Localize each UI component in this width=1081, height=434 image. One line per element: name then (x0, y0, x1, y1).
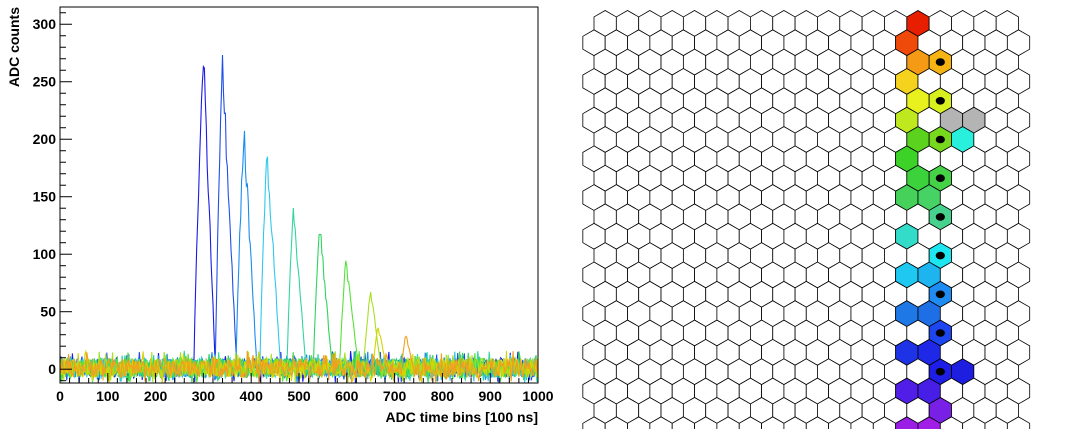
x-tick-label: 900 (479, 388, 503, 404)
hit-marker (935, 58, 945, 66)
hit-marker (935, 135, 945, 144)
y-tick-label: 250 (33, 74, 57, 90)
waveform-series-10 (59, 335, 539, 383)
y-tick-label: 100 (33, 246, 57, 262)
waveform-series-1 (59, 65, 539, 383)
y-axis-label: ADC counts (6, 7, 22, 87)
y-tick-label: 200 (33, 131, 57, 147)
x-tick-label: 1000 (522, 388, 553, 404)
x-axis-label: ADC time bins [100 ns] (386, 409, 538, 425)
waveform-chart: 0 100 200 300 400 500 600 700 800 900 1000 0 50 100 1… (6, 6, 554, 425)
x-tick-label: 500 (287, 388, 311, 404)
y-tick-label: 50 (40, 304, 56, 320)
hit-marker (935, 251, 945, 260)
hit-marker (935, 329, 945, 337)
x-tick-label: 200 (144, 388, 168, 404)
x-tick-label: 600 (335, 388, 359, 404)
y-axis: 0 50 100 150 200 250 300 (33, 12, 72, 382)
waveform-series-5 (59, 207, 539, 383)
waveform-series-layer (59, 54, 539, 384)
y-tick-label: 0 (48, 361, 56, 377)
hit-marker (935, 367, 945, 376)
hit-marker (935, 97, 945, 105)
plot-frame (59, 6, 539, 384)
x-tick-label: 400 (240, 388, 264, 404)
x-tick-label: 700 (383, 388, 407, 404)
x-axis: 0 100 200 300 400 500 600 700 800 900 1000 (56, 373, 554, 404)
hit-marker (935, 213, 945, 221)
waveform-series-4 (59, 156, 539, 383)
y-tick-label: 150 (33, 189, 57, 205)
x-tick-label: 300 (192, 388, 216, 404)
waveform-series-2 (59, 54, 539, 383)
hit-marker (935, 174, 945, 182)
x-tick-label: 100 (96, 388, 120, 404)
hex-hit-map (582, 10, 1031, 434)
x-tick-label: 0 (56, 388, 64, 404)
y-tick-label: 300 (33, 16, 57, 32)
waveform-series-3 (59, 130, 539, 383)
x-tick-label: 800 (431, 388, 455, 404)
hit-marker (935, 290, 945, 299)
